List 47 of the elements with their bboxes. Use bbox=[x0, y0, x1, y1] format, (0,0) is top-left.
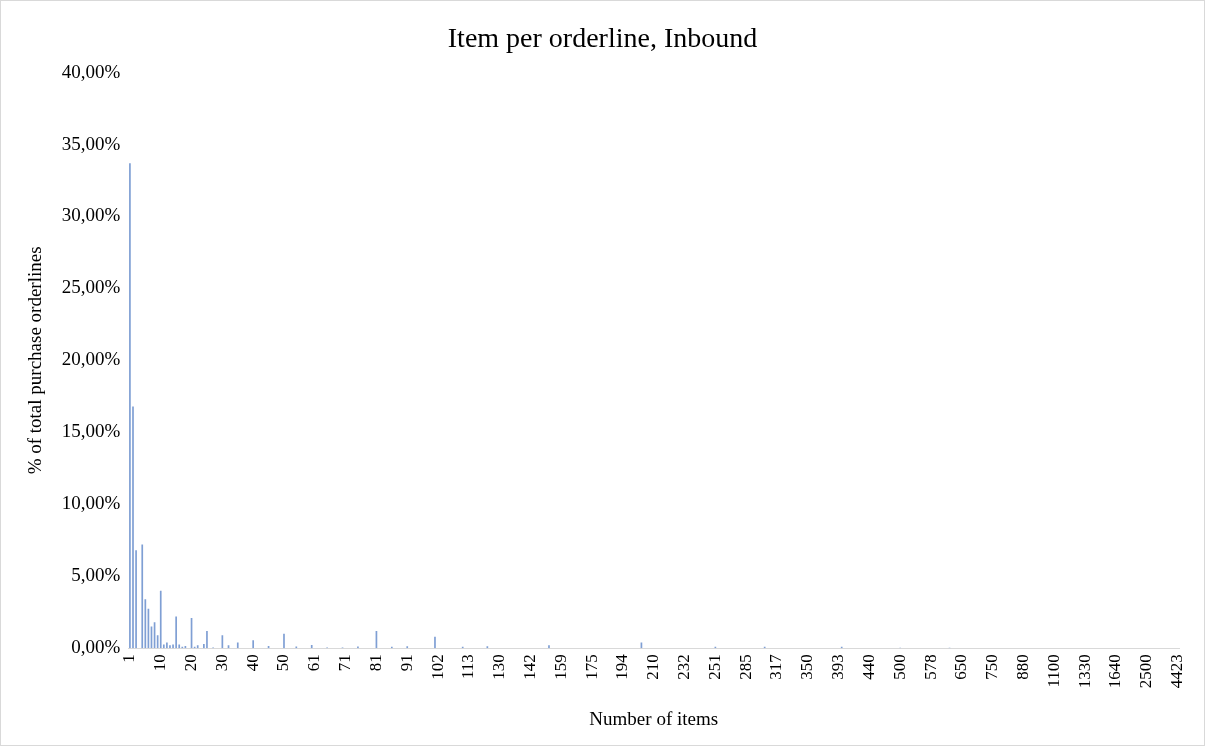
x-tick-label: 578 bbox=[920, 654, 940, 680]
x-tick-label: 317 bbox=[766, 653, 786, 680]
y-tick-label: 0,00% bbox=[71, 636, 121, 658]
x-tick-label: 40 bbox=[242, 654, 262, 672]
x-tick-label: 880 bbox=[1012, 654, 1032, 680]
x-tick-label: 2500 bbox=[1136, 654, 1156, 689]
x-tick-label: 159 bbox=[550, 654, 570, 680]
y-tick-label: 20,00% bbox=[61, 348, 121, 370]
y-tick-label: 40,00% bbox=[61, 60, 121, 82]
x-tick-label: 393 bbox=[828, 654, 848, 680]
y-tick-label: 5,00% bbox=[71, 564, 121, 586]
x-tick-label: 61 bbox=[304, 654, 324, 672]
y-tick-label: 35,00% bbox=[61, 132, 121, 154]
x-tick-label: 142 bbox=[519, 654, 539, 680]
x-tick-label: 175 bbox=[581, 654, 601, 680]
x-tick-label: 91 bbox=[396, 654, 416, 672]
x-tick-label: 81 bbox=[365, 654, 385, 672]
x-tick-label: 1100 bbox=[1043, 654, 1063, 688]
chart-title: Item per orderline, Inbound bbox=[447, 22, 758, 54]
x-tick-label: 1640 bbox=[1105, 654, 1125, 689]
x-tick-label: 30 bbox=[211, 654, 231, 672]
x-tick-label: 130 bbox=[489, 654, 509, 680]
x-tick-label: 440 bbox=[858, 654, 878, 680]
x-tick-label: 20 bbox=[181, 654, 201, 672]
x-tick-label: 350 bbox=[797, 654, 817, 680]
x-tick-label: 4423 bbox=[1167, 654, 1187, 689]
y-tick-label: 10,00% bbox=[61, 492, 121, 514]
x-tick-label: 10 bbox=[150, 654, 170, 672]
x-tick-label: 750 bbox=[982, 654, 1002, 680]
x-tick-label: 71 bbox=[335, 654, 355, 672]
x-tick-label: 1 bbox=[119, 654, 139, 663]
x-tick-label: 194 bbox=[612, 653, 632, 680]
x-tick-label: 650 bbox=[951, 654, 971, 680]
x-tick-label: 285 bbox=[735, 654, 755, 680]
y-tick-label: 30,00% bbox=[61, 204, 121, 226]
y-tick-label: 25,00% bbox=[61, 276, 121, 298]
x-tick-label: 102 bbox=[427, 654, 447, 680]
x-tick-label: 1330 bbox=[1074, 654, 1094, 689]
x-tick-label: 113 bbox=[458, 654, 478, 680]
x-tick-label: 500 bbox=[889, 654, 909, 680]
x-tick-label: 232 bbox=[674, 654, 694, 680]
x-tick-label: 251 bbox=[704, 654, 724, 680]
y-axis-title: % of total purchase orderlines bbox=[24, 246, 46, 475]
y-tick-label: 15,00% bbox=[61, 420, 121, 442]
x-tick-label: 210 bbox=[643, 654, 663, 680]
x-axis-title: Number of items bbox=[589, 707, 719, 729]
x-tick-label: 50 bbox=[273, 654, 293, 672]
